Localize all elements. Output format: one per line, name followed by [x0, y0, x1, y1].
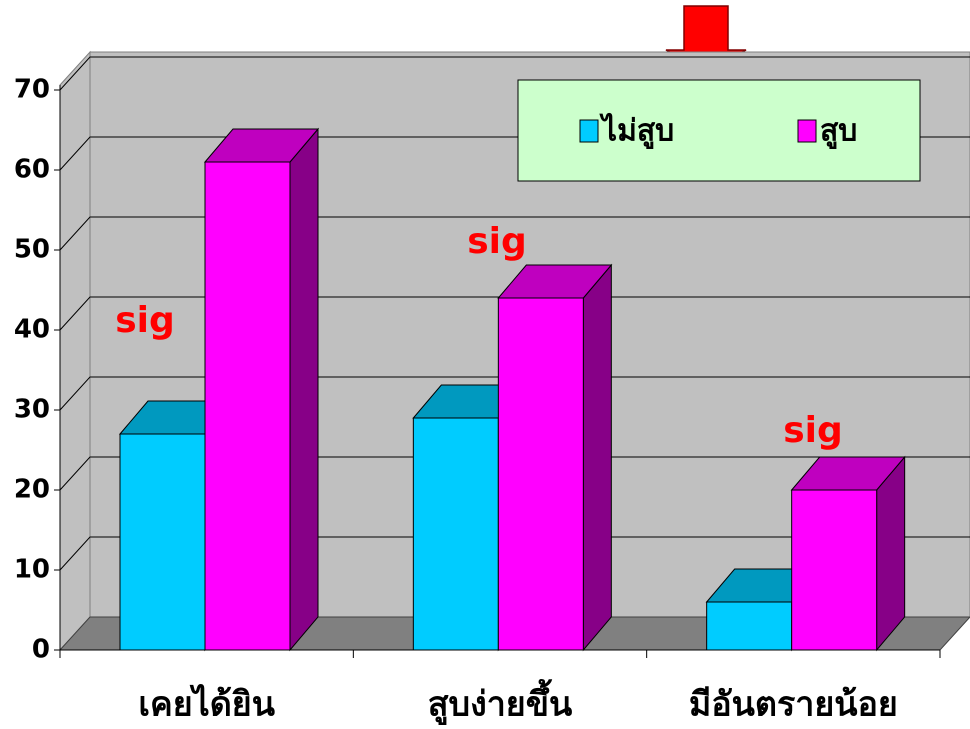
bar	[790, 455, 906, 652]
y-tick-label: 0	[32, 635, 50, 665]
x-tick-label: มีอันตรายน้อย	[689, 685, 898, 725]
annotation: sig	[783, 410, 843, 451]
grid-line	[59, 216, 970, 251]
grid-line	[59, 456, 970, 491]
y-tick-label: 30	[14, 395, 50, 425]
grid-line	[59, 56, 970, 91]
bar	[497, 263, 613, 652]
grid-line	[59, 296, 970, 331]
legend-label: สูบ	[820, 114, 857, 150]
bar-side	[582, 263, 612, 652]
y-tick-label: 20	[14, 475, 50, 505]
y-tick-label: 40	[14, 315, 50, 345]
bar-side	[876, 455, 906, 652]
x-tick-label: เคยได้ยิน	[138, 684, 275, 725]
bar-front	[412, 417, 499, 651]
x-tick-label: สูบง่ายขึ้น	[428, 679, 572, 726]
legend-label: ไม่สูบ	[599, 113, 674, 150]
legend-swatch	[579, 119, 599, 143]
y-tick-label: 50	[14, 235, 50, 265]
y-tick-label: 10	[14, 555, 50, 585]
annotation: sig	[115, 300, 175, 341]
bar-front	[204, 161, 291, 651]
y-tick-label: 70	[14, 75, 50, 105]
y-tick-label: 60	[14, 155, 50, 185]
bar-front	[791, 489, 878, 651]
bar-front	[119, 433, 206, 651]
bar-front	[706, 601, 793, 651]
legend	[517, 79, 921, 182]
grid-line	[59, 536, 970, 571]
legend-swatch	[797, 119, 817, 143]
bar-side	[289, 127, 319, 652]
bar-front	[497, 297, 584, 651]
annotation: sig	[467, 221, 527, 262]
grid-line	[59, 376, 970, 411]
bar	[203, 127, 320, 652]
